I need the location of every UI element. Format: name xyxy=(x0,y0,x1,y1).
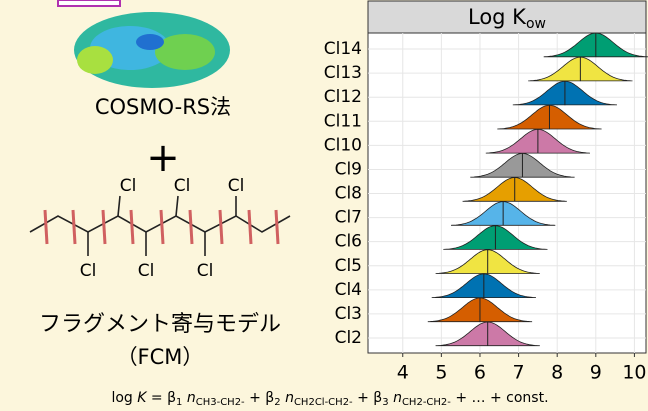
y-tick-label: Cl13 xyxy=(324,63,362,83)
formula-part: = β xyxy=(146,390,176,406)
x-tick-label: 5 xyxy=(435,362,447,384)
y-tick-label: Cl3 xyxy=(335,304,362,324)
chart-title-main: Log K xyxy=(468,5,527,29)
method-label: フラグメント寄与モデル xyxy=(39,312,281,337)
x-tick-label: 8 xyxy=(551,362,563,384)
formula-part: + … + const. xyxy=(451,390,549,406)
y-tick-label: Cl12 xyxy=(324,87,362,107)
formula-part: + β xyxy=(245,390,275,406)
molecule-surface xyxy=(74,12,230,88)
x-tick-label: 10 xyxy=(622,362,646,384)
cl-label: Cl xyxy=(138,261,155,281)
y-tick-label: Cl2 xyxy=(335,328,362,348)
y-tick-label: Cl9 xyxy=(335,159,362,179)
plus: + xyxy=(146,135,180,181)
y-tick-label: Cl6 xyxy=(335,232,362,252)
chart-title-sub: ow xyxy=(526,16,546,32)
y-tick-label: Cl7 xyxy=(335,208,362,228)
formula-part: CH2Cl-CH2- xyxy=(294,397,353,408)
y-tick-label: Cl8 xyxy=(335,184,362,204)
method-abbr: （FCM） xyxy=(117,345,204,369)
x-tick-label: 9 xyxy=(590,362,602,384)
y-tick-label: Cl4 xyxy=(335,280,362,300)
cl-label: Cl xyxy=(120,176,137,196)
formula-part: CH2-CH2- xyxy=(402,397,451,408)
y-tick-label: Cl5 xyxy=(335,256,362,276)
formula-part: n xyxy=(187,390,196,406)
cl-label: Cl xyxy=(174,176,191,196)
y-tick-label: Cl11 xyxy=(324,111,362,131)
method-label: COSMO-RS法 xyxy=(95,95,231,119)
ridgeline-chart: Log Kow 4 5 6 7 8 9 10 Cl2 Cl3 Cl4 Cl5 Cl6 Cl7 Cl8 Cl9 C… xyxy=(324,1,648,384)
cl-label: Cl xyxy=(228,176,245,196)
y-tick-label: Cl14 xyxy=(324,39,362,59)
formula-part: CH3-CH2- xyxy=(196,397,245,408)
x-tick-label: 6 xyxy=(474,362,486,384)
cl-label: Cl xyxy=(197,261,214,281)
y-tick-label: Cl10 xyxy=(324,135,362,155)
formula-part: n xyxy=(285,390,294,406)
frame xyxy=(58,0,120,6)
formula-part: log xyxy=(111,390,137,406)
cl-label: Cl xyxy=(80,261,97,281)
formula-part: n xyxy=(393,390,402,406)
formula-part: + β xyxy=(353,390,383,406)
x-tick-label: 4 xyxy=(397,362,409,384)
x-tick-label: 7 xyxy=(513,362,525,384)
slide: COSMO-RS法 + Cl Cl Cl Cl Cl Cl フラグメント寄与モデ… xyxy=(0,0,648,411)
